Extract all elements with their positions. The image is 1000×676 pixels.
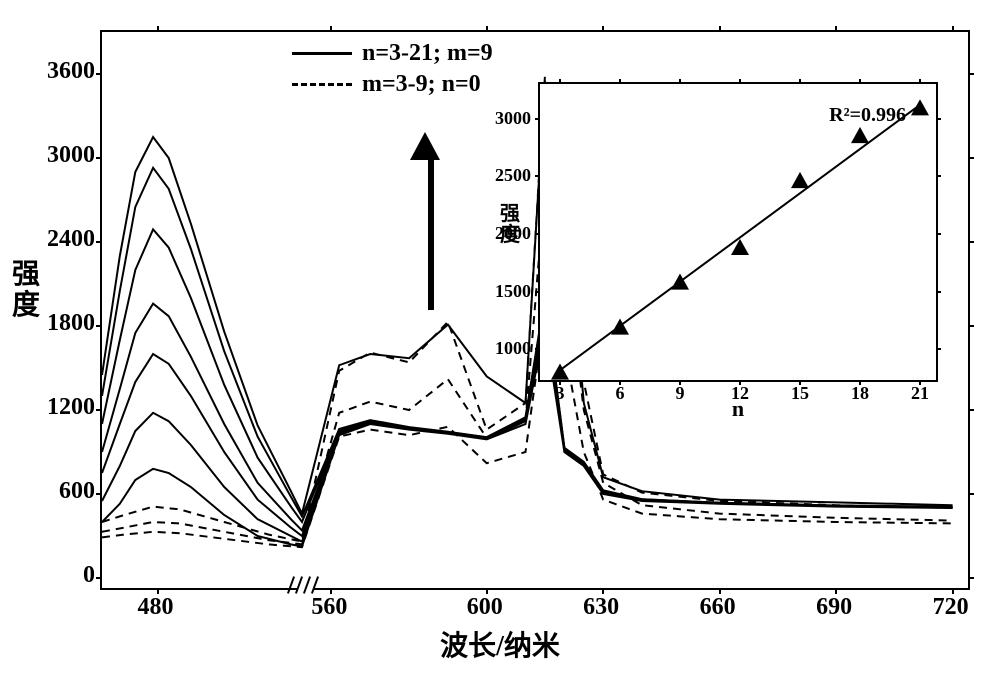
x-tick-label: 690 (804, 594, 864, 621)
inset-y-tick-mark (535, 348, 540, 350)
inset-ylabel-char-1: 强 (500, 204, 520, 225)
legend-row-dashed: m=3-9; n=0 (292, 71, 493, 98)
inset-y-tick-mark (936, 348, 941, 350)
main-plot-area: n=3-21; m=9 m=3-9; n=0 R²=0.996 强 度 n 10… (100, 30, 970, 590)
legend-dashed-label: m=3-9; n=0 (362, 71, 481, 98)
inset-chart-svg (540, 84, 940, 384)
inset-y-tick-mark (936, 291, 941, 293)
y-tick-mark (96, 409, 102, 411)
x-tick-mark (952, 26, 954, 32)
inset-y-tick-mark (936, 233, 941, 235)
x-tick-mark (157, 26, 159, 32)
y-tick-mark (96, 157, 102, 159)
y-tick-mark (968, 157, 974, 159)
legend-dashed-line-icon (292, 83, 352, 86)
inset-y-tick-label: 2500 (481, 165, 531, 186)
y-tick-label: 2400 (15, 226, 95, 253)
x-tick-mark (719, 26, 721, 32)
y-tick-mark (968, 241, 974, 243)
inset-y-tick-label: 2000 (481, 223, 531, 244)
inset-plot-area: R²=0.996 强 度 n 1000150020002500300036912… (538, 82, 938, 382)
x-tick-mark (602, 26, 604, 32)
y-tick-label: 3000 (15, 142, 95, 169)
inset-x-tick-mark (559, 79, 561, 84)
legend-solid-label: n=3-21; m=9 (362, 40, 493, 67)
inset-y-tick-label: 1000 (481, 338, 531, 359)
y-tick-label: 600 (15, 478, 95, 505)
inset-y-tick-mark (535, 118, 540, 120)
legend-solid-line-icon (292, 52, 352, 55)
y-tick-mark (96, 577, 102, 579)
y-tick-mark (968, 325, 974, 327)
inset-x-tick-label: 15 (785, 383, 815, 404)
x-tick-label: 480 (126, 594, 186, 621)
y-tick-mark (968, 73, 974, 75)
y-tick-mark (968, 409, 974, 411)
inset-y-tick-mark (936, 175, 941, 177)
axis-break-mark-right (306, 576, 324, 596)
inset-y-tick-label: 1500 (481, 281, 531, 302)
y-tick-mark (96, 73, 102, 75)
y-tick-label: 1800 (15, 310, 95, 337)
inset-x-tick-label: 12 (725, 383, 755, 404)
x-tick-label: 630 (571, 594, 631, 621)
figure-container: 强 度 波长/纳米 n=3-21; m=9 m=3-9; n=0 (0, 0, 1000, 676)
inset-x-tick-label: 21 (905, 383, 935, 404)
inset-y-tick-mark (535, 233, 540, 235)
inset-x-tick-mark (919, 79, 921, 84)
x-tick-label: 720 (921, 594, 981, 621)
x-tick-mark (835, 26, 837, 32)
inset-x-tick-mark (679, 79, 681, 84)
y-tick-label: 0 (15, 562, 95, 589)
inset-x-tick-label: 18 (845, 383, 875, 404)
y-tick-mark (968, 493, 974, 495)
inset-x-tick-mark (859, 79, 861, 84)
y-tick-mark (96, 325, 102, 327)
inset-y-tick-label: 3000 (481, 108, 531, 129)
inset-x-tick-mark (619, 79, 621, 84)
y-tick-label: 3600 (15, 58, 95, 85)
x-tick-label: 660 (688, 594, 748, 621)
inset-x-tick-label: 3 (545, 383, 575, 404)
inset-x-tick-mark (799, 79, 801, 84)
legend: n=3-21; m=9 m=3-9; n=0 (292, 40, 493, 102)
up-arrow-icon (422, 132, 440, 310)
y-tick-mark (968, 577, 974, 579)
inset-y-tick-mark (535, 175, 540, 177)
inset-x-tick-label: 9 (665, 383, 695, 404)
y-tick-mark (96, 241, 102, 243)
x-tick-mark (486, 26, 488, 32)
inset-y-tick-mark (936, 118, 941, 120)
inset-x-tick-label: 6 (605, 383, 635, 404)
main-x-axis-label: 波长/纳米 (0, 624, 1000, 664)
inset-y-tick-mark (535, 291, 540, 293)
y-tick-label: 1200 (15, 394, 95, 421)
ylabel-char-1: 强 (12, 260, 40, 291)
x-tick-label: 600 (455, 594, 515, 621)
inset-x-tick-mark (739, 79, 741, 84)
x-tick-label: 560 (299, 594, 359, 621)
legend-row-solid: n=3-21; m=9 (292, 40, 493, 67)
inset-r2-label: R²=0.996 (829, 104, 906, 127)
y-tick-mark (96, 493, 102, 495)
x-tick-mark (330, 26, 332, 32)
